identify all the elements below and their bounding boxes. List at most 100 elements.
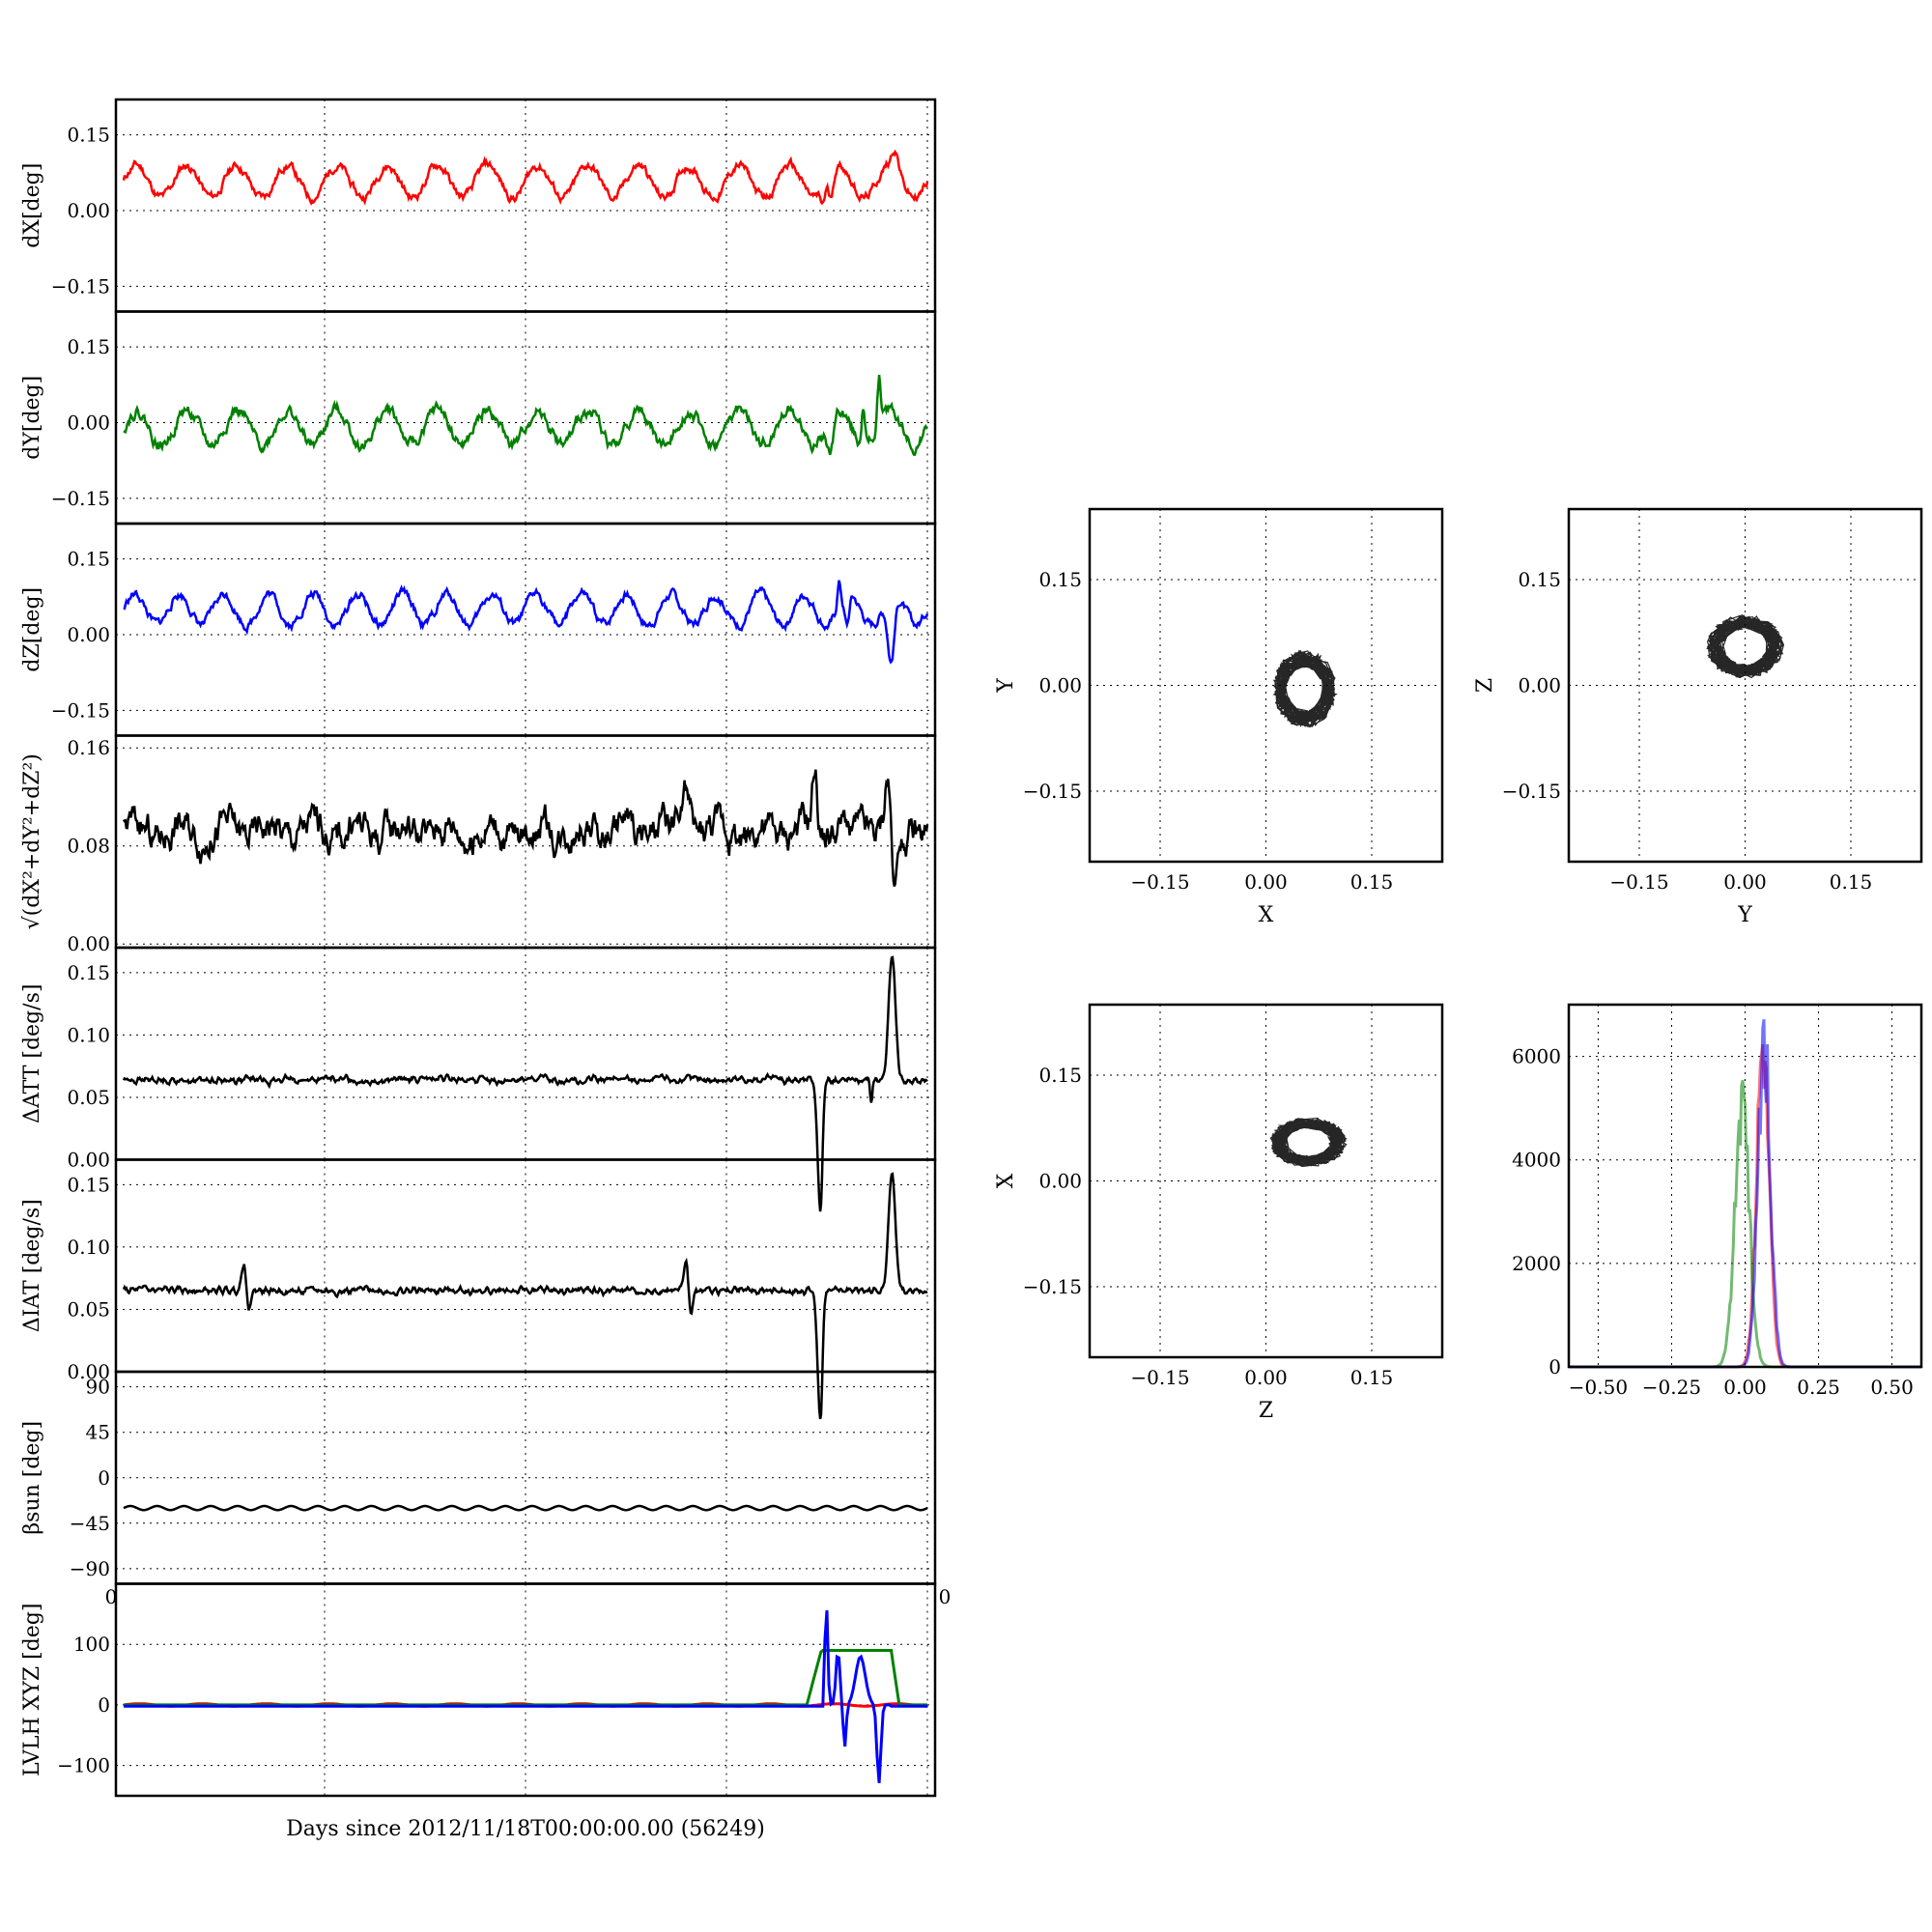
panel-frame <box>114 1158 937 1374</box>
y-tick-label: −0.15 <box>1502 780 1561 803</box>
y-tick-label: −0.15 <box>51 698 110 722</box>
x-tick-label: 0.00 <box>1244 1366 1288 1389</box>
x-axis-label: Z <box>1259 1399 1273 1423</box>
y-tick-label: 45 <box>86 1421 110 1444</box>
x-tick-label: 0.50 <box>1870 1376 1914 1399</box>
y-tick-label: 4000 <box>1512 1149 1561 1172</box>
scatter-YZ <box>1567 507 1923 864</box>
x-tick-label: 0.00 <box>1723 870 1767 894</box>
y-tick-label: 0.00 <box>67 411 110 434</box>
panel-beta <box>114 1370 937 1585</box>
panel-frame <box>114 522 937 737</box>
series-line <box>123 374 928 456</box>
panel-dZ <box>114 522 937 737</box>
hist-line <box>1569 1019 1921 1369</box>
panel-frame <box>114 946 937 1161</box>
y-tick-label: 0.16 <box>67 736 110 759</box>
x-tick-label: −0.25 <box>1642 1376 1701 1399</box>
y-tick-label: 0.15 <box>1038 1064 1082 1087</box>
series-line <box>122 149 929 206</box>
series-line <box>123 1504 928 1512</box>
y-tick-label: 0.00 <box>1038 1170 1082 1193</box>
plot-layer: −0.150.000.15dX[deg]−0.150.000.15dY[deg]… <box>20 98 1923 1798</box>
y-tick-label: −90 <box>70 1557 110 1580</box>
panel-frame <box>1088 1003 1444 1359</box>
y-tick-label: 0.00 <box>67 932 110 955</box>
x-tick-label: −0.50 <box>1569 1376 1628 1399</box>
y-tick-label: −45 <box>70 1512 110 1535</box>
y-tick-label: 0.05 <box>67 1086 110 1109</box>
panel-frame <box>1567 507 1923 864</box>
panel-frame <box>1567 1003 1923 1369</box>
y-tick-label: 0.10 <box>67 1236 110 1259</box>
trajectory <box>1272 649 1338 728</box>
panel-frame <box>114 98 937 313</box>
y-tick-label: −0.15 <box>1023 780 1082 803</box>
x-tick-label: 0.00 <box>1244 870 1288 894</box>
stray-tick-left: 0 <box>105 1585 118 1608</box>
y-axis-label: βsun [deg] <box>20 1421 44 1535</box>
y-tick-label: 0.00 <box>67 199 110 222</box>
y-axis-label: ΔATT [deg/s] <box>20 984 44 1123</box>
y-axis-label: Z <box>1473 678 1497 693</box>
y-axis-label: LVLH XYZ [deg] <box>20 1604 44 1777</box>
y-tick-label: 0.15 <box>67 961 110 984</box>
y-tick-label: 0 <box>98 1466 110 1490</box>
y-tick-label: 2000 <box>1512 1252 1561 1275</box>
scatter-XY <box>1088 507 1444 864</box>
panel-frame <box>114 734 937 950</box>
x-tick-label: 0.00 <box>1723 1376 1767 1399</box>
y-tick-label: 0.00 <box>1518 674 1561 697</box>
x-tick-label: −0.15 <box>1130 870 1189 894</box>
y-axis-label: √(dX²+dY²+dZ²) <box>20 753 44 929</box>
y-axis-label: X <box>994 1173 1018 1188</box>
panel-dR <box>114 734 937 950</box>
trajectory <box>1706 613 1785 679</box>
y-tick-label: 100 <box>73 1633 110 1656</box>
panel-dX <box>114 98 937 313</box>
y-axis-label: ΔIAT [deg/s] <box>20 1199 44 1332</box>
series-line <box>122 955 928 1212</box>
y-tick-label: 0.00 <box>1038 674 1082 697</box>
x-tick-label: −0.15 <box>1609 870 1668 894</box>
y-tick-label: 0 <box>1548 1355 1561 1378</box>
y-tick-label: 0.15 <box>1038 568 1082 591</box>
y-axis-label: dY[deg] <box>20 376 44 460</box>
y-tick-label: 0.00 <box>67 1360 110 1383</box>
panel-frame <box>114 1582 937 1798</box>
histogram <box>1567 1003 1923 1369</box>
y-tick-label: 90 <box>86 1376 110 1399</box>
y-tick-label: 0 <box>98 1693 110 1717</box>
panel-frame <box>114 310 937 526</box>
x-axis-label: Y <box>1737 903 1752 927</box>
y-tick-label: 0.08 <box>67 835 110 858</box>
panel-frame <box>1088 507 1444 864</box>
x-axis-label: X <box>1259 903 1274 927</box>
series-line <box>124 1609 927 1783</box>
panel-dATT <box>114 946 937 1212</box>
x-tick-label: 0.15 <box>1350 1366 1394 1389</box>
x-tick-label: 0.15 <box>1830 870 1873 894</box>
y-tick-label: 0.10 <box>67 1023 110 1046</box>
y-tick-label: 0.00 <box>67 623 110 646</box>
panel-lvlh <box>114 1582 937 1798</box>
series-line <box>123 580 929 665</box>
y-tick-label: −0.15 <box>51 487 110 510</box>
x-axis-label: Days since 2012/11/18T00:00:00.00 (56249… <box>286 1817 765 1841</box>
y-tick-label: −0.15 <box>51 274 110 298</box>
y-axis-label: Y <box>994 678 1018 694</box>
scatter-ZX <box>1088 1003 1444 1359</box>
y-tick-label: 0.15 <box>67 548 110 571</box>
series-line <box>122 769 929 887</box>
panel-dY <box>114 310 937 526</box>
y-tick-label: −0.15 <box>1023 1275 1082 1298</box>
y-tick-label: 0.05 <box>67 1297 110 1321</box>
series-line <box>122 1172 928 1420</box>
y-tick-label: 0.15 <box>67 335 110 358</box>
y-tick-label: 0.00 <box>67 1149 110 1172</box>
x-tick-label: 0.25 <box>1797 1376 1840 1399</box>
y-tick-label: 0.15 <box>67 124 110 147</box>
y-axis-label: dZ[deg] <box>20 587 44 672</box>
x-tick-label: 0.15 <box>1350 870 1394 894</box>
